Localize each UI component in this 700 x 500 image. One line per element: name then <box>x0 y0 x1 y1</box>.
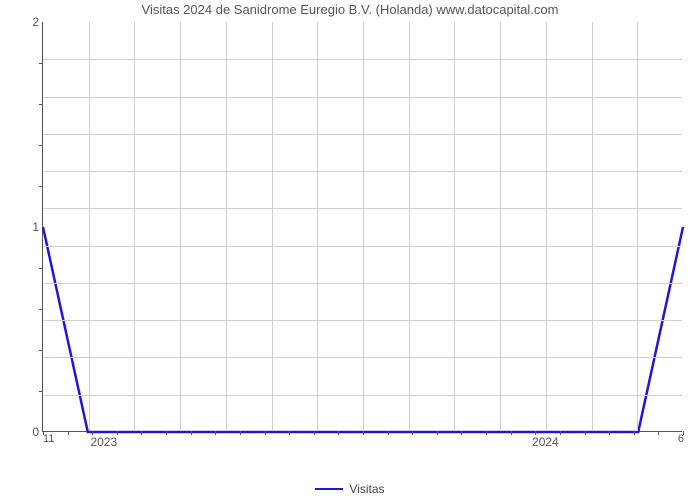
legend-swatch <box>315 488 343 491</box>
x-minor-tick <box>68 431 69 435</box>
x-minor-tick <box>166 431 167 435</box>
plot-area: 01220232024116 <box>42 22 682 432</box>
chart-title: Visitas 2024 de Sanidrome Euregio B.V. (… <box>0 2 700 17</box>
x-minor-tick <box>265 431 266 435</box>
x-minor-tick <box>92 431 93 435</box>
legend-label: Visitas <box>349 482 384 496</box>
grid-line-vertical <box>180 22 181 431</box>
grid-line-vertical <box>226 22 227 431</box>
grid-line-horizontal <box>43 395 682 396</box>
grid-line-vertical <box>592 22 593 431</box>
grid-line-horizontal <box>43 59 682 60</box>
grid-line-horizontal <box>43 357 682 358</box>
grid-line-horizontal <box>43 97 682 98</box>
x-minor-tick <box>634 431 635 435</box>
grid-line-vertical <box>637 22 638 431</box>
y-minor-tick <box>39 268 43 269</box>
grid-line-vertical <box>89 22 90 431</box>
y-minor-tick <box>39 350 43 351</box>
y-minor-tick <box>39 145 43 146</box>
x-minor-tick <box>314 431 315 435</box>
x-minor-tick <box>535 431 536 435</box>
y-axis-label: 2 <box>23 15 39 29</box>
x-axis-label: 2024 <box>532 435 559 449</box>
x-minor-tick <box>338 431 339 435</box>
y-minor-tick <box>39 309 43 310</box>
grid-line-vertical <box>317 22 318 431</box>
x-minor-tick <box>117 431 118 435</box>
y-minor-tick <box>39 391 43 392</box>
grid-line-vertical <box>363 22 364 431</box>
x-minor-tick <box>388 431 389 435</box>
secondary-label-left: 11 <box>43 433 54 445</box>
x-minor-tick <box>585 431 586 435</box>
grid-line-horizontal <box>43 283 682 284</box>
y-minor-tick <box>39 104 43 105</box>
x-minor-tick <box>658 431 659 435</box>
grid-line-horizontal <box>43 134 682 135</box>
y-minor-tick <box>39 186 43 187</box>
grid-line-vertical <box>500 22 501 431</box>
x-minor-tick <box>141 431 142 435</box>
grid-line-vertical <box>134 22 135 431</box>
grid-line-horizontal <box>43 246 682 247</box>
secondary-label-right: 6 <box>678 433 684 445</box>
y-axis-label: 0 <box>23 425 39 439</box>
x-minor-tick <box>363 431 364 435</box>
legend: Visitas <box>0 482 700 496</box>
grid-line-vertical <box>272 22 273 431</box>
x-minor-tick <box>437 431 438 435</box>
x-minor-tick <box>511 431 512 435</box>
x-minor-tick <box>240 431 241 435</box>
x-minor-tick <box>215 431 216 435</box>
x-minor-tick <box>191 431 192 435</box>
x-minor-tick <box>412 431 413 435</box>
y-axis-label: 1 <box>23 220 39 234</box>
y-minor-tick <box>39 63 43 64</box>
grid-line-horizontal <box>43 320 682 321</box>
chart-container: Visitas 2024 de Sanidrome Euregio B.V. (… <box>0 0 700 500</box>
x-minor-tick <box>461 431 462 435</box>
x-minor-tick <box>486 431 487 435</box>
grid-line-vertical <box>546 22 547 431</box>
grid-line-horizontal <box>43 208 682 209</box>
grid-line-vertical <box>454 22 455 431</box>
x-minor-tick <box>609 431 610 435</box>
grid-line-vertical <box>409 22 410 431</box>
x-minor-tick <box>560 431 561 435</box>
x-axis-label: 2023 <box>90 435 117 449</box>
grid-line-horizontal <box>43 171 682 172</box>
x-minor-tick <box>289 431 290 435</box>
